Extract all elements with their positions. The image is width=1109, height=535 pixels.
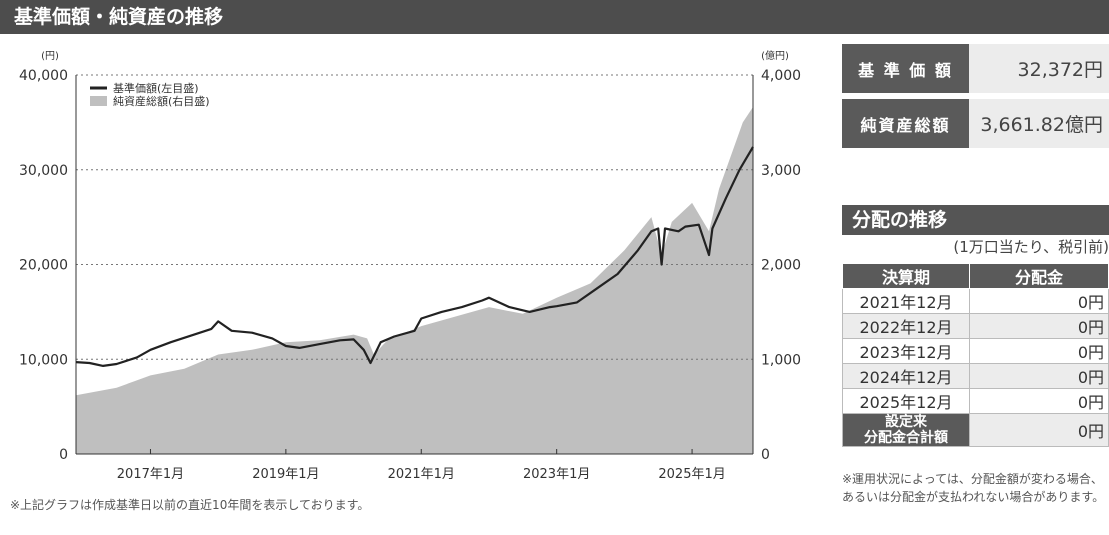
table-row: 2021年12月 0円 (842, 288, 1109, 314)
distribution-title: 分配の推移 (852, 209, 948, 231)
left-axis-unit: (円) (41, 51, 59, 62)
total-label-cell: 設定来 分配金合計額 (842, 413, 970, 447)
distribution-footnote: ※運用状況によっては、分配金額が変わる場合、あるいは分配金が支払われない場合があ… (842, 472, 1105, 504)
period-cell: 2022年12月 (842, 313, 970, 339)
amount-cell: 0円 (969, 338, 1109, 364)
nav-row: 基 準 価 額 32,372円 (842, 44, 1109, 93)
section-title: 基準価額・純資産の推移 (14, 6, 224, 28)
amount-cell: 0円 (969, 288, 1109, 314)
aum-value: 3,661.82億円 (969, 99, 1109, 148)
left-tick-label: 0 (59, 447, 68, 463)
left-tick-label: 20,000 (19, 258, 68, 274)
aum-label: 純資産総額 (842, 99, 969, 148)
period-cell: 2023年12月 (842, 338, 970, 364)
col-amount-header: 分配金 (969, 263, 1109, 289)
nav-aum-chart: 40,000 4,000 30,000 3,000 20,000 2,000 10,000 1… (19, 49, 801, 482)
total-label-line2: 分配金合計額 (864, 430, 948, 446)
amount-cell: 0円 (969, 388, 1109, 414)
x-tick-label: 2023年1月 (523, 467, 590, 482)
distribution-header-row: 決算期 分配金 (842, 263, 1109, 289)
aum-row: 純資産総額 3,661.82億円 (842, 99, 1109, 148)
col-period-header: 決算期 (842, 263, 970, 289)
right-axis-unit: (億円) (761, 49, 789, 62)
stats-panel: 基 準 価 額 32,372円 純資産総額 3,661.82億円 (842, 44, 1109, 154)
total-label-line1: 設定来 (885, 414, 927, 430)
distribution-table: 決算期 分配金 2021年12月 0円 2022年12月 0円 2023年12月… (842, 263, 1109, 447)
period-cell: 2024年12月 (842, 363, 970, 389)
right-tick-label: 1,000 (761, 352, 801, 368)
period-cell: 2021年12月 (842, 288, 970, 314)
nav-label: 基 準 価 額 (842, 44, 969, 93)
total-row: 設定来 分配金合計額 0円 (842, 413, 1109, 447)
amount-cell: 0円 (969, 313, 1109, 339)
section-title-bar: 基準価額・純資産の推移 (0, 0, 1109, 34)
left-tick-label: 30,000 (19, 163, 68, 179)
right-tick-label: 3,000 (761, 163, 801, 179)
table-row: 2022年12月 0円 (842, 313, 1109, 339)
table-row: 2025年12月 0円 (842, 388, 1109, 414)
distribution-note: (1万口当たり、税引前) (953, 238, 1109, 256)
total-amount-cell: 0円 (969, 413, 1109, 447)
amount-cell: 0円 (969, 363, 1109, 389)
left-tick-label: 10,000 (19, 352, 68, 368)
aum-area (76, 107, 753, 454)
right-tick-label: 2,000 (761, 258, 801, 274)
x-tick-label: 2019年1月 (252, 467, 319, 482)
x-tick-label: 2025年1月 (658, 467, 725, 482)
legend-aum-label: 純資産総額(右目盛) (113, 94, 210, 108)
x-tick-label: 2017年1月 (117, 467, 184, 482)
right-tick-label: 0 (761, 447, 770, 463)
period-cell: 2025年12月 (842, 388, 970, 414)
right-tick-label: 4,000 (761, 68, 801, 84)
legend-aum-swatch (90, 96, 107, 106)
nav-value: 32,372円 (969, 44, 1109, 93)
legend-nav-label: 基準価額(左目盛) (113, 81, 199, 95)
left-tick-label: 40,000 (19, 68, 68, 84)
x-tick-label: 2021年1月 (388, 467, 455, 482)
distribution-title-bar: 分配の推移 (842, 205, 1109, 235)
chart-footnote: ※上記グラフは作成基準日以前の直近10年間を表示しております。 (10, 498, 370, 512)
table-row: 2023年12月 0円 (842, 338, 1109, 364)
table-row: 2024年12月 0円 (842, 363, 1109, 389)
nav-line (75, 146, 754, 367)
